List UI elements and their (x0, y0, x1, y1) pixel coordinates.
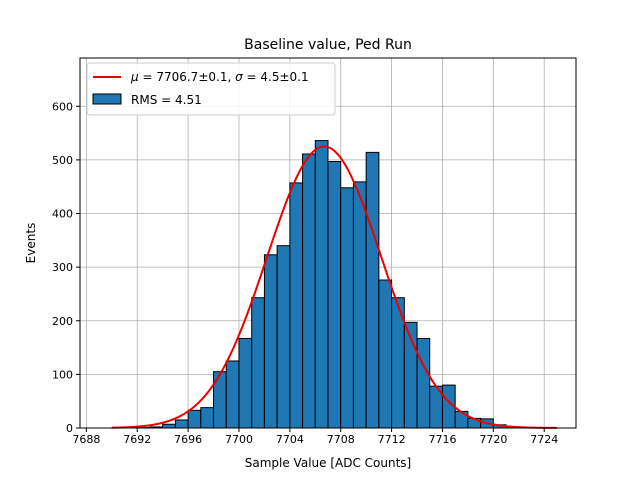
histogram-bar (289, 182, 304, 429)
y-axis-label: Events (24, 223, 38, 264)
y-tick-label: 100 (52, 368, 73, 381)
histogram-bar (225, 360, 240, 429)
x-axis-ticks: 7688 7692 7696 7700 7704 7708 7712 7716 7720 7724 (72, 428, 558, 446)
histogram-bar (263, 254, 278, 429)
histogram-bar (238, 337, 253, 429)
x-tick-label: 7712 (378, 433, 406, 446)
gaussian-fit-curve (111, 145, 557, 429)
x-tick-label: 7696 (174, 433, 202, 446)
legend-fit-label: μ = 7706.7±0.1, σ = 4.5±0.1 (130, 70, 309, 84)
y-tick-label: 600 (52, 100, 73, 113)
x-tick-label: 7716 (428, 433, 456, 446)
histogram-bar (302, 153, 316, 429)
y-tick-label: 400 (52, 208, 73, 221)
legend-histogram-label: RMS = 4.51 (131, 93, 202, 107)
x-tick-label: 7700 (225, 433, 253, 446)
x-tick-label: 7692 (123, 433, 151, 446)
histogram-bar (251, 297, 265, 429)
legend-histogram-swatch (92, 93, 122, 105)
histogram-bar (162, 423, 176, 429)
x-tick-label: 7704 (276, 433, 304, 446)
chart-title: Baseline value, Ped Run (244, 37, 412, 53)
legend-sigma-symbol: σ (235, 70, 243, 84)
x-axis-label: Sample Value [ADC Counts] (245, 456, 411, 470)
histogram-bar (416, 337, 431, 429)
x-tick-label: 7724 (530, 433, 558, 446)
histogram-bar (340, 187, 354, 429)
legend-mu-symbol: μ (130, 70, 139, 84)
x-tick-label: 7720 (479, 433, 507, 446)
histogram-bar (187, 409, 202, 429)
x-tick-label: 7688 (72, 433, 100, 446)
histogram-bar (327, 160, 342, 429)
y-tick-label: 0 (66, 422, 73, 435)
legend: μ = 7706.7±0.1, σ = 4.5±0.1 RMS = 4.51 (86, 62, 336, 116)
y-tick-label: 500 (52, 154, 73, 167)
histogram-bar (314, 140, 329, 429)
y-tick-label: 200 (52, 315, 73, 328)
histogram-bar (378, 279, 393, 429)
histogram-bar (276, 245, 291, 429)
y-axis-ticks: 0 100 200 300 400 500 600 (52, 100, 80, 435)
axes-frame (79, 57, 577, 429)
histogram-bar (174, 419, 189, 429)
histogram-bar (200, 407, 215, 429)
histogram-bar (365, 151, 380, 429)
y-tick-label: 300 (52, 261, 73, 274)
x-tick-label: 7708 (327, 433, 355, 446)
legend-mu-value: = 7706.7±0.1, (139, 70, 235, 84)
legend-box (86, 62, 336, 116)
legend-sigma-value: = 4.5±0.1 (243, 70, 309, 84)
histogram-bar (352, 181, 367, 429)
